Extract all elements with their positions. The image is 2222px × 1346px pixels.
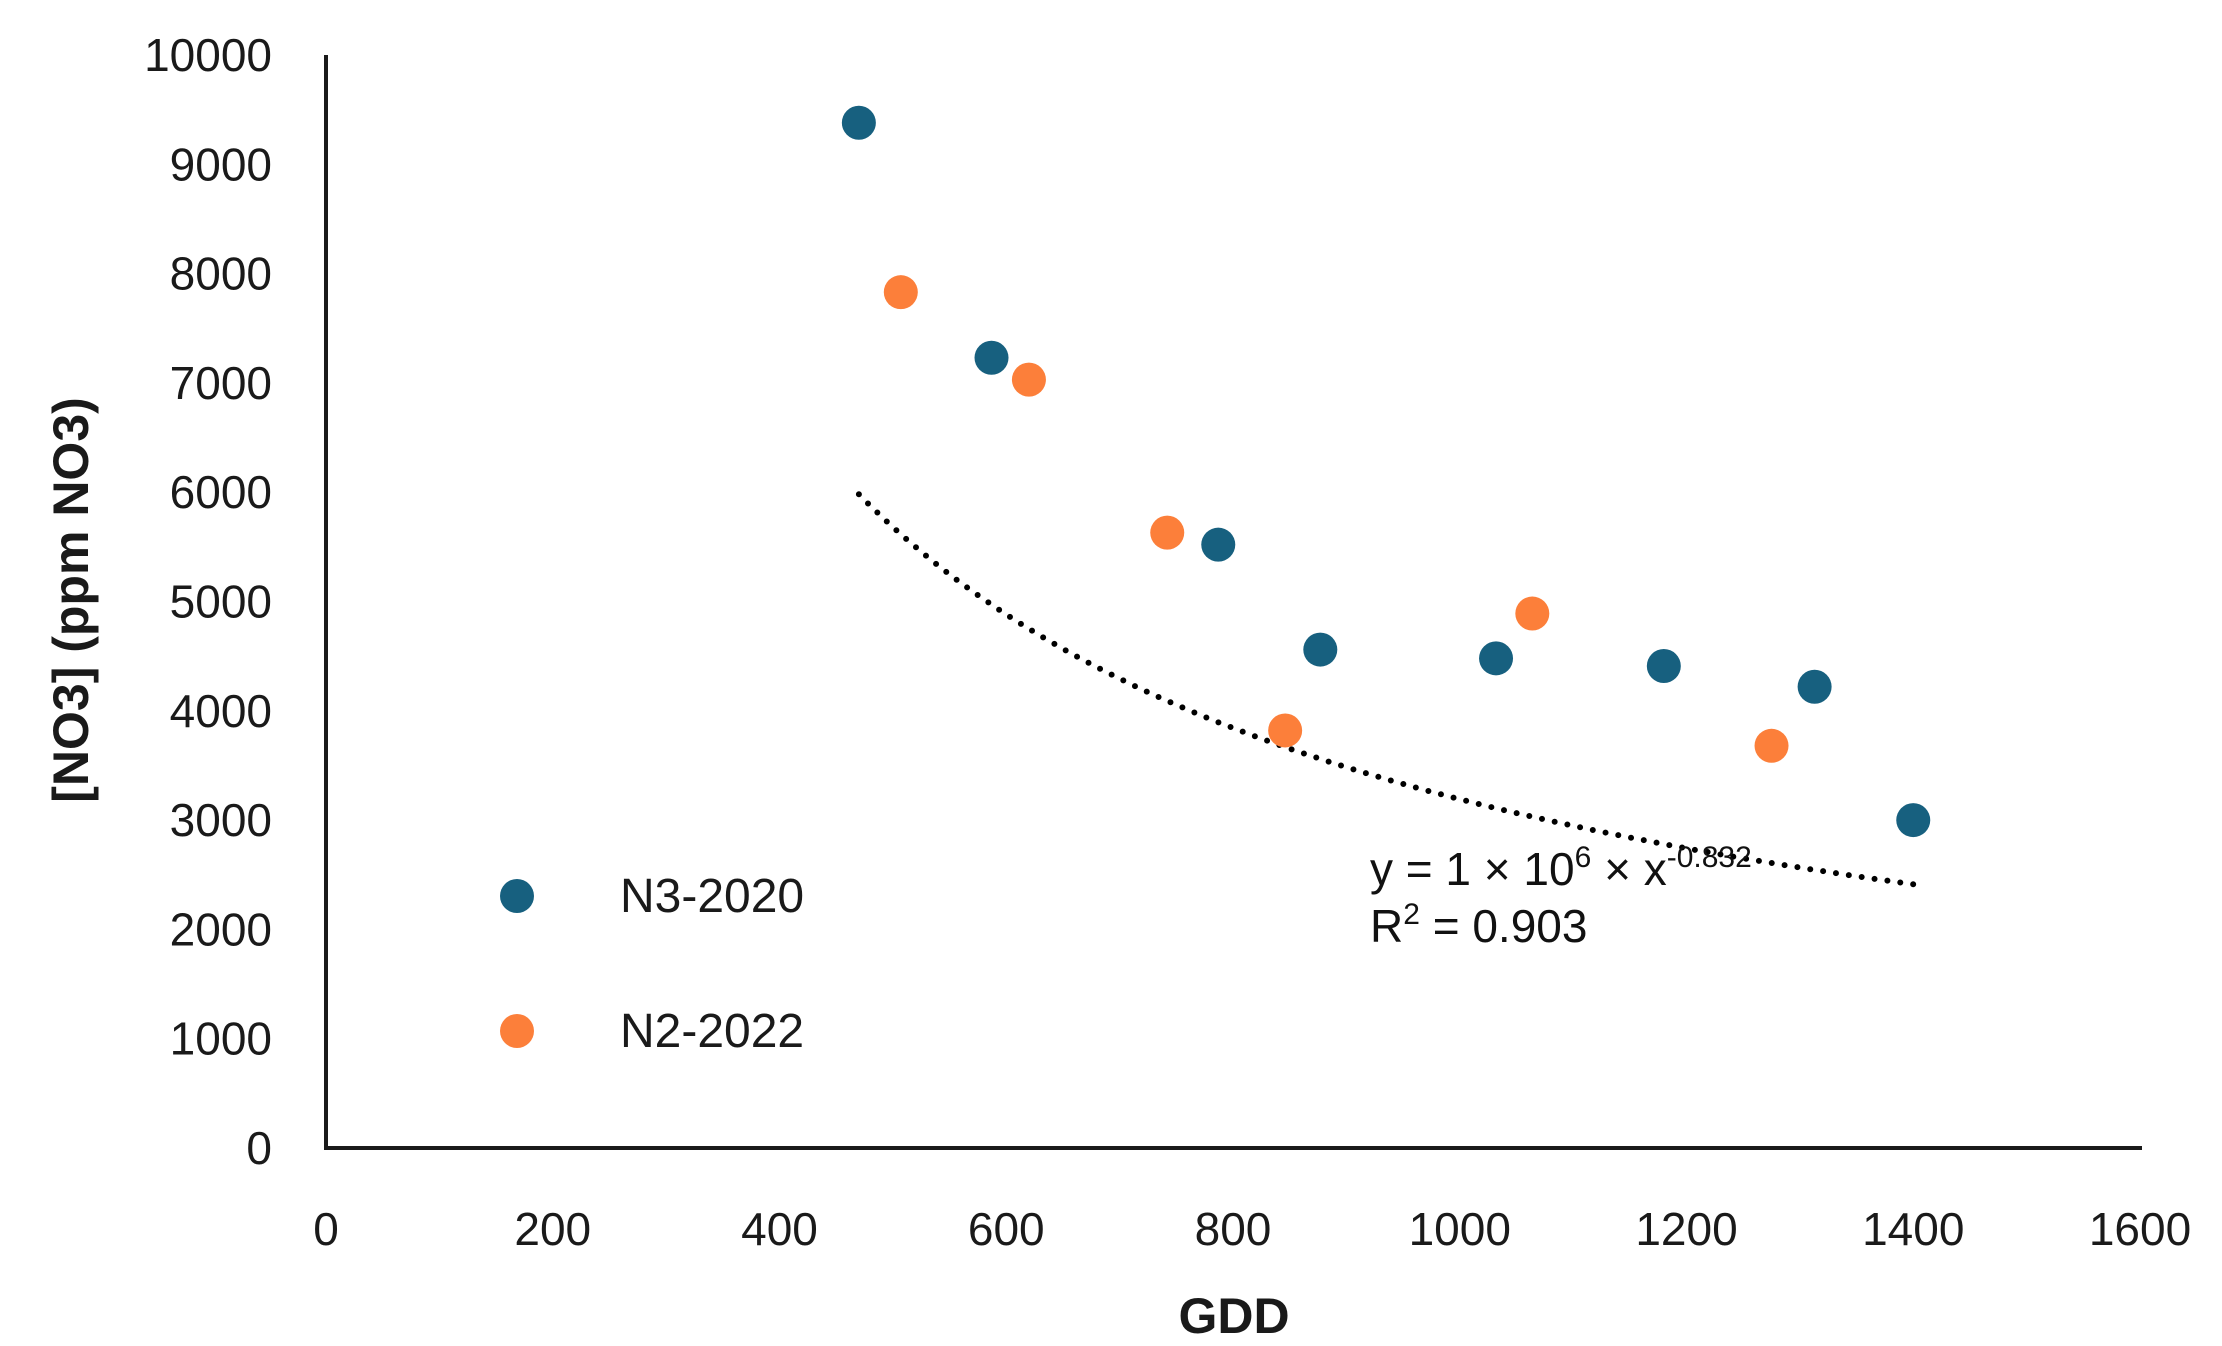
legend: N3-2020 N2-2022 bbox=[500, 870, 804, 1058]
data-point-n3-2020 bbox=[841, 105, 876, 140]
y-tick-label: 1000 bbox=[170, 1013, 272, 1065]
x-tick-label: 200 bbox=[514, 1203, 591, 1255]
x-tick-label: 0 bbox=[313, 1203, 339, 1255]
x-tick-label: 1200 bbox=[1635, 1203, 1737, 1255]
y-tick-label: 8000 bbox=[170, 248, 272, 300]
data-point-n3-2020 bbox=[1797, 669, 1832, 704]
trendline-group bbox=[855, 491, 1917, 888]
y-tick-label: 3000 bbox=[170, 794, 272, 846]
y-tick-label: 10000 bbox=[144, 29, 272, 81]
data-point-n3-2020 bbox=[1303, 632, 1338, 667]
y-tick-label: 2000 bbox=[170, 903, 272, 955]
y-tick-label: 6000 bbox=[170, 466, 272, 518]
y-tick-label: 4000 bbox=[170, 685, 272, 737]
trendline-equation: y = 1 × 106 × x-0.832 bbox=[1370, 841, 1752, 895]
data-point-n3-2020 bbox=[1646, 648, 1681, 683]
r-squared-label: R2 = 0.903 bbox=[1370, 898, 1587, 952]
y-tick-label: 9000 bbox=[170, 138, 272, 190]
x-tick-label: 1400 bbox=[1862, 1203, 1964, 1255]
data-point-n2-2022 bbox=[1754, 728, 1789, 763]
legend-marker-n3-2020 bbox=[500, 879, 534, 913]
y-tick-label: 0 bbox=[246, 1122, 272, 1174]
x-tick-label: 400 bbox=[741, 1203, 818, 1255]
x-tick-label: 800 bbox=[1195, 1203, 1272, 1255]
data-point-n2-2022 bbox=[1515, 596, 1550, 631]
y-axis-title: [NO3] (ppm NO3) bbox=[43, 397, 99, 803]
legend-label-n2-2022: N2-2022 bbox=[620, 1005, 804, 1058]
data-points bbox=[841, 105, 1931, 838]
data-point-n2-2022 bbox=[1268, 713, 1303, 748]
y-tick-label: 5000 bbox=[170, 576, 272, 628]
x-axis-title: GDD bbox=[1178, 1288, 1289, 1344]
data-point-n3-2020 bbox=[974, 340, 1009, 375]
data-point-n2-2022 bbox=[1011, 362, 1046, 397]
legend-marker-n2-2022 bbox=[500, 1014, 534, 1048]
data-point-n2-2022 bbox=[1150, 515, 1185, 550]
data-point-n2-2022 bbox=[883, 275, 918, 310]
data-point-n3-2020 bbox=[1201, 527, 1236, 562]
legend-label-n3-2020: N3-2020 bbox=[620, 870, 804, 923]
data-point-n3-2020 bbox=[1896, 803, 1931, 838]
data-point-n3-2020 bbox=[1479, 641, 1514, 676]
x-tick-labels: 0 200 400 600 800 1000 1200 1400 1600 bbox=[313, 1203, 2191, 1255]
x-tick-label: 1000 bbox=[1409, 1203, 1511, 1255]
x-tick-label: 600 bbox=[968, 1203, 1045, 1255]
y-tick-labels: 0 1000 2000 3000 4000 5000 6000 7000 8000 9000 100… bbox=[144, 29, 272, 1174]
y-tick-label: 7000 bbox=[170, 357, 272, 409]
power-trendline bbox=[855, 491, 1917, 888]
x-tick-label: 1600 bbox=[2089, 1203, 2191, 1255]
